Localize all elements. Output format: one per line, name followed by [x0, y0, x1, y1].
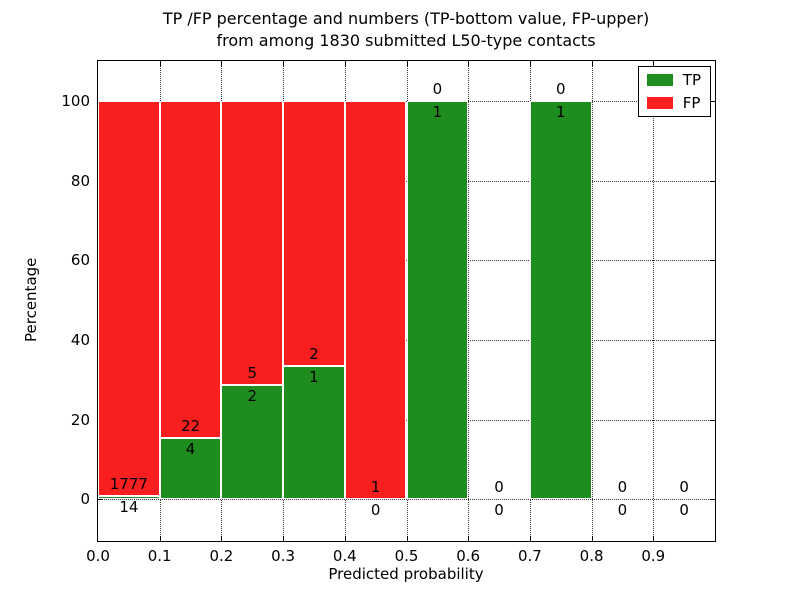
chart-title-line1: TP /FP percentage and numbers (TP-bottom…: [162, 9, 650, 28]
bar-segment-tp: [283, 366, 345, 500]
x-tick-mark: [283, 536, 285, 541]
bar-segment-tp: [159, 437, 222, 500]
x-tick-mark-top: [159, 61, 161, 66]
x-tick-mark-top: [221, 61, 223, 66]
bar-count-label-tp: 4: [185, 439, 196, 458]
x-tick-label: 0.2: [209, 547, 234, 565]
chart-title-line2: from among 1830 submitted L50-type conta…: [216, 31, 596, 50]
y-tick-label: 20: [70, 410, 90, 429]
bar-count-label-fp: 1777: [109, 475, 148, 494]
bar-count-label-tp: 1: [309, 368, 319, 387]
x-tick-mark-top: [653, 61, 655, 66]
x-tick-mark-top: [283, 61, 285, 66]
y-tick-mark-right: [710, 499, 715, 501]
x-tick-mark-top: [529, 61, 531, 66]
y-tick-label: 60: [70, 251, 90, 270]
x-tick-label: 0.4: [332, 547, 357, 565]
legend-item-tp: TP: [646, 71, 701, 89]
bar-count-label-fp: 5: [247, 364, 258, 383]
x-tick-mark-top: [406, 61, 408, 66]
plot-area: TP FP 1777 14 22 4 5 2 2 1 1 0 0 1 0 0 0 1 0 0 0 0 0 20 40 60 80 1…: [61, 60, 716, 565]
gridline-x-0.8: [591, 61, 593, 541]
y-tick-label: 100: [61, 91, 90, 110]
bar-segment-fp: [159, 100, 222, 438]
x-tick-label: 0.5: [394, 547, 419, 565]
gridline-x-0.6: [468, 61, 470, 541]
bar-count-label-fp: 0: [494, 478, 504, 497]
bar-segment-tp: [529, 100, 592, 500]
x-tick-mark-top: [344, 61, 346, 66]
chart-title: TP /FP percentage and numbers (TP-bottom…: [97, 8, 715, 52]
gridline-x-0.9: [653, 61, 655, 541]
y-tick-label: 80: [70, 171, 90, 190]
bar-count-label-fp: 0: [432, 79, 443, 98]
x-tick-label: 0.6: [456, 547, 481, 565]
x-tick-label: 0.0: [86, 547, 110, 565]
bar-segment-fp: [344, 100, 407, 500]
x-tick-mark: [221, 536, 223, 541]
bar-count-label-fp: 0: [679, 478, 689, 497]
bar-count-label-tp: 1: [432, 102, 443, 121]
x-axis-label: Predicted probability: [328, 565, 484, 583]
x-tick-mark-top: [468, 61, 470, 66]
x-tick-mark: [468, 536, 470, 541]
bar-count-label-tp: 0: [370, 501, 381, 520]
bar-count-label-tp: 0: [494, 501, 504, 520]
x-tick-mark: [653, 536, 655, 541]
y-tick-mark-right: [710, 339, 715, 341]
y-tick-mark-right: [710, 260, 715, 262]
bar-count-label-tp: 0: [679, 501, 689, 520]
bar-count-label-tp: 0: [617, 501, 628, 520]
bar-segment-tp: [406, 100, 469, 500]
bar-segment-fp: [283, 100, 345, 367]
y-tick-label: 40: [70, 330, 90, 349]
legend: TP FP: [637, 66, 711, 117]
bar-count-label-fp: 2: [309, 345, 319, 364]
legend-swatch-fp-icon: [646, 97, 673, 109]
y-tick-mark: [98, 499, 103, 501]
x-tick-mark: [591, 536, 593, 541]
x-tick-mark: [344, 536, 346, 541]
bar-segment-fp: [221, 100, 284, 386]
x-tick-label: 0.3: [271, 547, 296, 565]
bar-count-label-tp: 1: [555, 102, 566, 121]
bar-count-label-fp: 22: [181, 416, 201, 435]
y-tick-mark-right: [710, 100, 715, 102]
x-tick-label: 0.9: [641, 547, 666, 565]
bar-count-label-tp: 2: [247, 387, 258, 406]
y-tick-mark-right: [710, 180, 715, 182]
x-tick-mark-top: [591, 61, 593, 66]
x-tick-label: 0.7: [517, 547, 542, 565]
bar-segment-tp: [98, 496, 160, 500]
bar-count-label-fp: 1: [370, 478, 381, 497]
bar-count-label-fp: 0: [617, 478, 628, 497]
legend-label-tp: TP: [682, 71, 701, 89]
legend-label-fp: FP: [682, 94, 701, 112]
x-tick-label: 0.8: [579, 547, 604, 565]
bar-segment-tp: [221, 385, 284, 500]
y-tick-label: 0: [80, 490, 90, 509]
x-tick-label: 0.1: [147, 547, 172, 565]
y-tick-mark-right: [710, 419, 715, 421]
legend-swatch-tp-icon: [646, 74, 673, 86]
x-tick-mark: [406, 536, 408, 541]
x-tick-mark: [159, 536, 161, 541]
bar-segment-fp: [98, 100, 160, 497]
y-axis-label: Percentage: [22, 257, 40, 343]
bar-count-label-tp: 14: [119, 498, 139, 517]
bar-count-label-fp: 0: [555, 79, 566, 98]
x-tick-mark: [529, 536, 531, 541]
legend-item-fp: FP: [646, 94, 701, 112]
